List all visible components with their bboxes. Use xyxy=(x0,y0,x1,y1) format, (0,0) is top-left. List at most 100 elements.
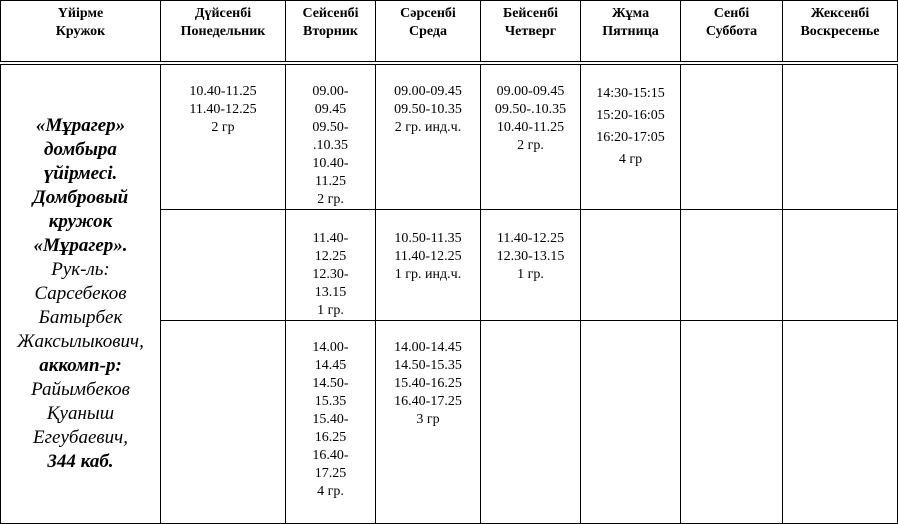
text-line: 2 гр xyxy=(211,120,235,135)
slot-cell xyxy=(160,320,286,524)
text-line: 09.00-09.45 xyxy=(496,84,565,99)
text-line: кружок xyxy=(48,211,113,232)
text-line: Үйірме xyxy=(57,6,104,21)
text-line: 09.00- xyxy=(312,84,349,99)
text-line: 1 гр. xyxy=(317,303,344,318)
text-line: 09.50-10.35 xyxy=(394,102,462,117)
text-line: 1 гр. xyxy=(517,267,544,282)
text-line: Рук-ль: xyxy=(51,259,110,280)
text-line: 14.50-15.35 xyxy=(394,358,462,373)
text-line: 11.40-12.25 xyxy=(394,249,462,264)
text-line: «Мұрагер» xyxy=(35,115,126,136)
text-line: Жексенбі xyxy=(810,6,870,21)
text-line: Воскресенье xyxy=(800,24,880,39)
slot-cell: 09.00-09.45 09.50-10.35 2 гр. инд.ч. xyxy=(375,62,481,210)
text-line: аккомп-р: xyxy=(39,355,122,376)
text-line: 16:20-17:05 xyxy=(596,130,665,145)
text-line: 11.40- xyxy=(312,231,349,246)
text-line: Четверг xyxy=(504,24,557,39)
slot-cell xyxy=(680,62,783,210)
schedule-row: 11.40- 12.25 12.30- 13.15 1 гр. 10.50-11.35 11… xyxy=(1,209,898,321)
text-line: Жаксылыкович, xyxy=(17,331,144,352)
text-line: Вторник xyxy=(302,24,358,39)
text-line: 10.40-11.25 xyxy=(496,120,565,135)
text-line: 1 гр. инд.ч. xyxy=(394,267,462,282)
text-line: 09.45 xyxy=(314,102,347,117)
text-line: 11.40-12.25 xyxy=(189,102,257,117)
text-line: 11.25 xyxy=(315,174,346,189)
text-line: Дүйсенбі xyxy=(194,6,252,21)
circle-cell: «Мұрагер» домбыра үйірмесі. Домбровый кружок… xyxy=(0,62,161,524)
schedule-row: 14.00- 14.45 14.50- 15.35 15.40- 16.25 16.40- 1… xyxy=(1,320,898,524)
header-cell: Сәрсенбі Среда xyxy=(375,0,481,64)
schedule-row: «Мұрагер» домбыра үйірмесі. Домбровый кружок… xyxy=(0,62,898,524)
text-line: 12.30- xyxy=(312,267,349,282)
text-line: 11.40-12.25 xyxy=(496,231,565,246)
text-line: Кружок xyxy=(55,24,106,39)
text-line: Домбровый xyxy=(32,187,129,208)
text-line: 13.15 xyxy=(314,285,347,300)
text-line: Райымбеков xyxy=(31,379,130,400)
header-cell: Үйірме Кружок xyxy=(0,0,161,64)
slot-cell: 10.40-11.25 11.40-12.25 2 гр xyxy=(160,62,286,210)
text-line: 10.40- xyxy=(312,156,349,171)
text-line: 3 гр xyxy=(416,412,440,427)
slot-cell xyxy=(782,62,898,210)
text-line: Сенбі xyxy=(713,6,750,21)
text-line: Егеубаевич, xyxy=(33,427,128,448)
header-cell: Бейсенбі Четверг xyxy=(480,0,581,64)
text-line: Среда xyxy=(408,24,447,39)
text-line: Бейсенбі xyxy=(502,6,559,21)
text-line: Батырбек xyxy=(38,307,123,328)
text-line: Пятница xyxy=(602,24,659,39)
text-line: 2 гр. xyxy=(317,192,344,207)
text-line: «Мұрагер». xyxy=(33,235,128,256)
text-line: 14.00-14.45 xyxy=(394,340,462,355)
header-cell: Сенбі Суббота xyxy=(680,0,783,64)
text-line: Қуаныш xyxy=(46,403,115,424)
slot-cell xyxy=(782,209,898,321)
header-cell: Жексенбі Воскресенье xyxy=(782,0,898,64)
text-line: 4 гр. xyxy=(317,484,344,499)
text-line: 14:30-15:15 xyxy=(596,86,665,101)
text-line: 10.50-11.35 xyxy=(394,231,462,246)
slot-cell: 14.00- 14.45 14.50- 15.35 15.40- 16.25 16.40- 1… xyxy=(285,320,376,524)
text-line: .10.35 xyxy=(313,138,348,153)
text-line: 09.50- xyxy=(312,120,349,135)
text-line: 4 гр xyxy=(618,152,643,167)
text-line: 16.40-17.25 xyxy=(394,394,462,409)
text-line: 15:20-16:05 xyxy=(596,108,665,123)
text-line: 17.25 xyxy=(314,466,347,481)
slot-cell xyxy=(580,320,681,524)
text-line: домбыра xyxy=(44,139,117,160)
text-line: 15.40- xyxy=(312,412,349,427)
header-row: Үйірме Кружок Дүйсенбі Понедельник Сейсенбі В… xyxy=(0,0,898,64)
slot-cell: 09.00-09.45 09.50-.10.35 10.40-11.25 2 гр. xyxy=(480,62,581,210)
text-line: 14.00- xyxy=(312,340,349,355)
text-line: Суббота xyxy=(705,24,758,39)
text-line: 2 гр. xyxy=(517,138,544,153)
slot-cell xyxy=(160,209,286,321)
text-line: Понедельник xyxy=(180,24,266,39)
text-line: 10.40-11.25 xyxy=(189,84,257,99)
slot-cell xyxy=(680,320,783,524)
text-line: 14.50- xyxy=(312,376,349,391)
slot-cell: 09.00- 09.45 09.50- .10.35 10.40- 11.25 2 гр. xyxy=(285,62,376,210)
text-line: 09.00-09.45 xyxy=(394,84,462,99)
text-line: 16.25 xyxy=(314,430,347,445)
slot-cell xyxy=(580,209,681,321)
slot-cell: 10.50-11.35 11.40-12.25 1 гр. инд.ч. xyxy=(375,209,481,321)
text-line: Сейсенбі xyxy=(302,6,359,21)
slot-cell xyxy=(680,209,783,321)
text-line: 15.35 xyxy=(314,394,347,409)
text-line: 14.45 xyxy=(314,358,347,373)
header-cell: Сейсенбі Вторник xyxy=(285,0,376,64)
text-line: 16.40- xyxy=(312,448,349,463)
text-line: 15.40-16.25 xyxy=(394,376,462,391)
text-line: 09.50-.10.35 xyxy=(494,102,567,117)
header-cell: Жұма Пятница xyxy=(580,0,681,64)
